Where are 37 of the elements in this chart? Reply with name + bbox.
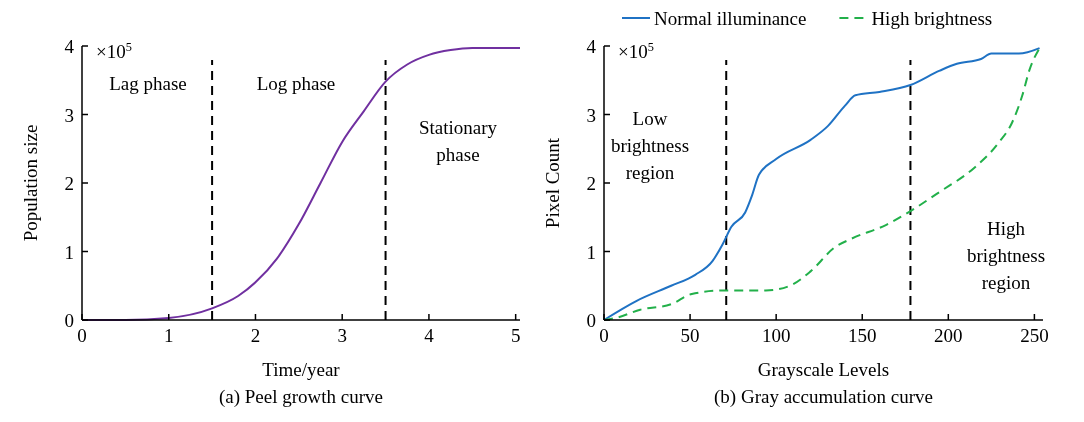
- y-tick-label: 2: [586, 173, 596, 194]
- y-tick-label: 0: [586, 310, 596, 331]
- x-tick-label: 250: [1020, 325, 1049, 346]
- text: (b) Gray accumulation curve: [714, 386, 933, 408]
- text: (a) Peel growth curve: [218, 386, 384, 408]
- y-tick-label: 4: [64, 36, 75, 57]
- y-tick-label: 1: [586, 241, 596, 263]
- annotation: High brightness region: [966, 218, 1046, 293]
- x-tick-label: 2: [250, 325, 261, 346]
- legend-label: Normal illuminance: [654, 8, 807, 29]
- y-axis-title: Pixel Count: [542, 137, 563, 229]
- x-tick-label: 200: [934, 325, 963, 346]
- x-tick-label: 5: [510, 325, 521, 346]
- x-tick-label: 0: [77, 325, 87, 346]
- y-tick-label: 2: [64, 173, 74, 194]
- legend-label: High brightness: [871, 8, 993, 29]
- annotation: Stationary phase: [418, 116, 498, 165]
- y-tick-label: 4: [586, 36, 597, 57]
- annotation: Lag phase: [109, 73, 187, 94]
- annotation: Low brightness region: [610, 108, 690, 183]
- y-axis-title: Population size: [20, 124, 41, 242]
- x-tick-label: 1: [163, 325, 174, 346]
- annotation: Log phase: [256, 73, 336, 94]
- x-tick-label: 0: [599, 325, 609, 346]
- x-axis-title: Grayscale Levels: [757, 359, 890, 380]
- annotation: ×10$^{5}$: [96, 40, 132, 62]
- y-tick-label: 3: [64, 104, 74, 126]
- y-tick-label: 1: [64, 241, 74, 263]
- x-tick-label: 150: [847, 325, 877, 346]
- x-tick-label: 4: [424, 325, 435, 346]
- x-tick-label: 3: [337, 325, 347, 346]
- x-tick-label: 50: [680, 325, 700, 346]
- y-tick-label: 0: [64, 310, 74, 331]
- annotation: ×10$^{5}$: [618, 40, 654, 62]
- y-tick-label: 3: [586, 104, 596, 126]
- x-tick-label: 100: [761, 325, 791, 346]
- x-axis-title: Time/year: [262, 359, 341, 380]
